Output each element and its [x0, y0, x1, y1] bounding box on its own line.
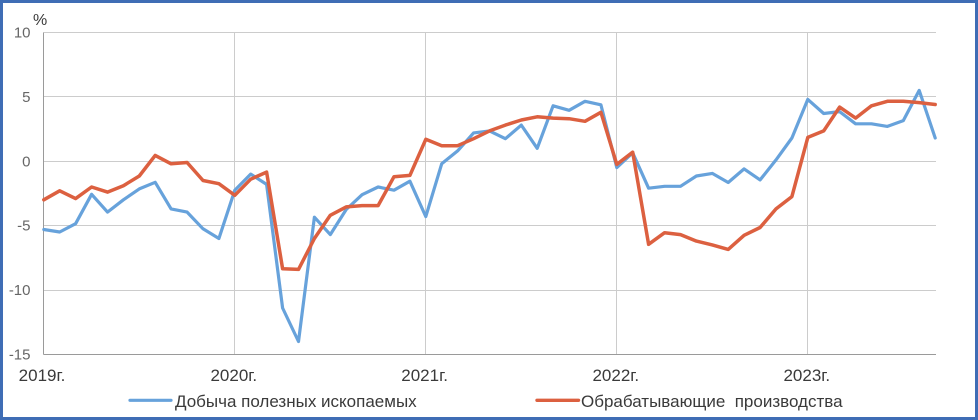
svg-text:-15: -15	[9, 347, 31, 364]
svg-text:0: 0	[22, 153, 30, 170]
svg-text:5: 5	[22, 89, 30, 106]
svg-text:Добыча полезных ископаемых: Добыча полезных ископаемых	[175, 392, 417, 411]
svg-text:Обрабатывающие производства: Обрабатывающие производства	[581, 392, 843, 411]
svg-text:10: 10	[14, 25, 31, 42]
svg-text:2021г.: 2021г.	[401, 366, 448, 385]
svg-text:%: %	[33, 12, 47, 29]
svg-text:-5: -5	[17, 218, 30, 235]
svg-text:2022г.: 2022г.	[592, 366, 639, 385]
svg-text:2019г.: 2019г.	[19, 366, 66, 385]
svg-text:-10: -10	[9, 282, 31, 299]
svg-text:2020г.: 2020г.	[210, 366, 257, 385]
svg-text:2023г.: 2023г.	[783, 366, 830, 385]
